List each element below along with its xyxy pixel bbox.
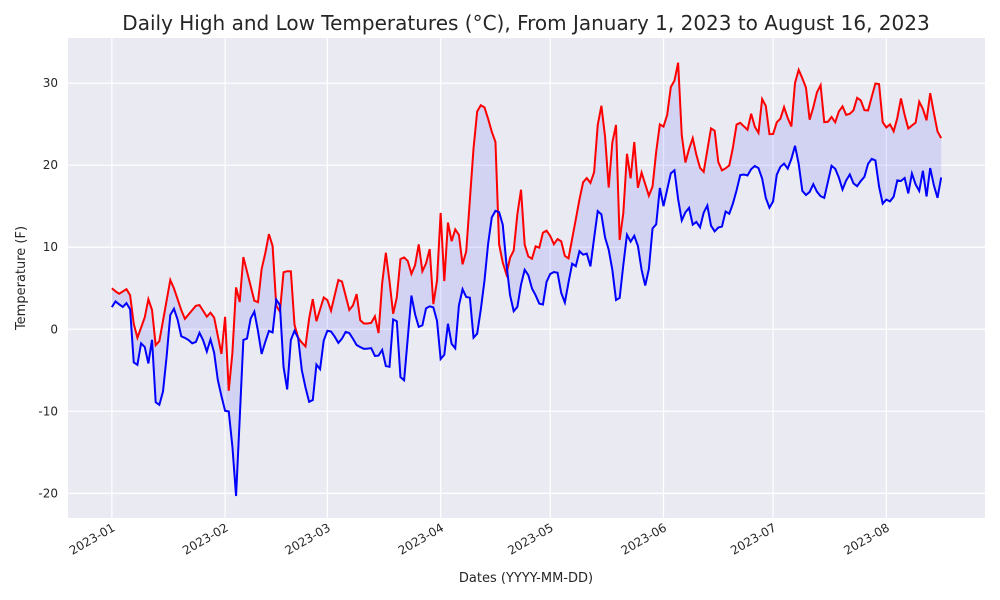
temperature-range-fill (111, 62, 942, 497)
x-tick-label: 2023-08 (841, 520, 891, 557)
y-tick-label: 30 (43, 76, 58, 90)
chart-title: Daily High and Low Temperatures (°C), Fr… (122, 11, 929, 35)
x-tick-label: 2023-06 (619, 520, 669, 557)
y-tick-label: 10 (43, 240, 58, 254)
x-tick-label: 2023-05 (505, 520, 555, 557)
y-axis-ticks: -20 -10 0 10 20 30 (38, 76, 58, 500)
x-tick-label: 2023-02 (180, 520, 230, 557)
x-axis-ticks: 2023-01 2023-02 2023-03 2023-04 2023-05 2023-… (67, 520, 892, 557)
grid-lines (68, 38, 985, 518)
x-tick-label: 2023-01 (67, 520, 117, 557)
plot-area-background (68, 38, 985, 518)
y-axis-label: Temperature (F) (14, 226, 29, 331)
x-tick-label: 2023-07 (728, 520, 778, 557)
x-tick-label: 2023-03 (282, 520, 332, 557)
series-line-high (111, 62, 943, 391)
y-tick-label: 0 (50, 322, 58, 336)
x-tick-label: 2023-04 (396, 520, 446, 557)
y-tick-label: -20 (38, 486, 58, 500)
y-tick-label: 20 (43, 158, 58, 172)
y-tick-label: -10 (38, 404, 58, 418)
x-axis-label: Dates (YYYY-MM-DD) (459, 571, 593, 586)
series-line-low (110, 145, 943, 497)
